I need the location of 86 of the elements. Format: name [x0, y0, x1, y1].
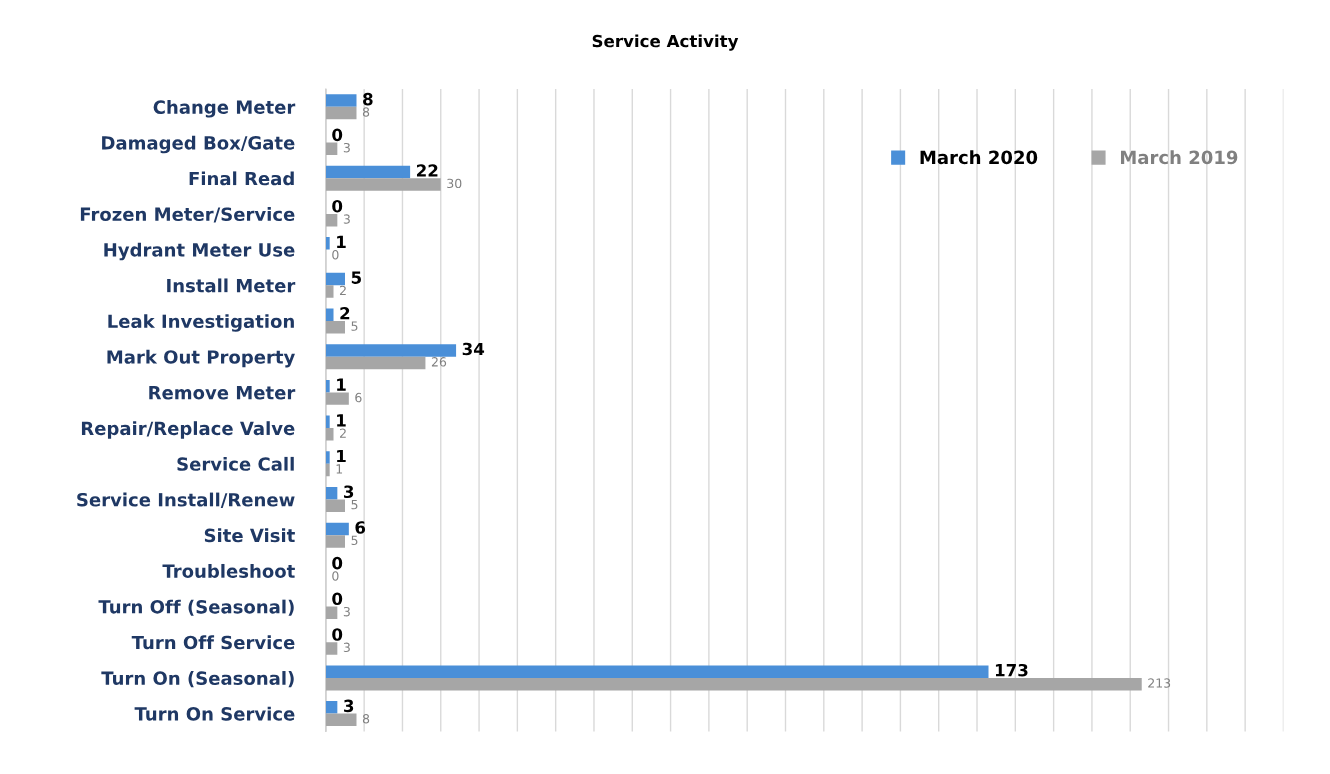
data-label: 1	[337, 449, 346, 463]
data-label: 5	[351, 271, 361, 284]
bar	[325, 392, 349, 405]
data-label: 5	[351, 500, 358, 510]
bar	[325, 94, 357, 107]
bar	[325, 606, 338, 620]
data-label: 0	[332, 128, 343, 142]
legend-label: March 2019	[1120, 150, 1238, 165]
bar	[325, 308, 334, 321]
bar	[325, 272, 345, 286]
y-tick-label: Service Call	[177, 456, 294, 471]
chart-title: Service Activity	[592, 34, 739, 51]
data-label: 3	[344, 485, 354, 499]
bar	[325, 665, 989, 678]
bar	[325, 320, 345, 334]
data-label: 0	[332, 250, 339, 260]
y-tick-label: Leak Investigation	[108, 314, 294, 332]
bar	[325, 713, 357, 727]
y-tick-label: Troubleshoot	[162, 563, 295, 578]
data-label: 8	[362, 107, 370, 117]
bar	[325, 522, 349, 536]
bar	[325, 213, 338, 227]
data-label: 8	[362, 714, 370, 724]
data-label: 6	[355, 521, 366, 534]
data-label: 1	[336, 464, 343, 474]
y-tick-label: Hydrant Meter Use	[104, 242, 295, 261]
data-label: 6	[355, 392, 362, 403]
bar	[325, 106, 357, 120]
y-tick-label: Turn On (Seasonal)	[101, 671, 294, 688]
y-tick-label: Remove Meter	[149, 386, 296, 400]
data-label: 22	[416, 164, 438, 177]
data-label: 3	[343, 606, 350, 617]
data-label: 0	[332, 592, 343, 606]
bar	[325, 451, 330, 464]
data-label: 1	[337, 235, 346, 248]
y-tick-label: Turn Off Service	[131, 635, 295, 650]
y-tick-label: Install Meter	[167, 278, 296, 293]
bar	[325, 165, 411, 179]
y-tick-label: Final Read	[189, 171, 294, 186]
data-label: 1	[337, 414, 346, 427]
data-label: 3	[343, 214, 350, 224]
y-tick-label: Change Meter	[153, 100, 296, 118]
y-tick-label: Site Visit	[204, 528, 295, 543]
data-label: 2	[339, 428, 346, 438]
data-label: 0	[332, 628, 343, 641]
data-label: 3	[344, 699, 354, 713]
data-label: 8	[363, 92, 373, 106]
bar	[325, 499, 345, 512]
data-label: 30	[447, 178, 462, 189]
bar	[325, 285, 334, 298]
bar	[325, 463, 330, 477]
y-tick-label: Frozen Meter/Service	[80, 207, 295, 223]
data-label: 5	[351, 321, 358, 331]
data-label: 5	[351, 535, 358, 546]
data-label: 26	[431, 357, 447, 367]
bar	[325, 237, 330, 250]
data-label: 2	[339, 285, 346, 295]
legend-label: March 2020	[920, 150, 1038, 165]
bar	[325, 415, 330, 429]
data-label: 3	[343, 142, 350, 153]
y-tick-label: Repair/Replace Valve	[81, 421, 295, 439]
y-tick-label: Turn On Service	[134, 706, 295, 721]
data-label: 213	[1148, 678, 1171, 688]
y-tick-label: Service Install/Renew	[77, 492, 295, 508]
data-label: 1	[337, 378, 346, 391]
data-label: 173	[995, 663, 1028, 677]
y-tick-label: Turn Off (Seasonal)	[98, 599, 294, 616]
data-label: 0	[332, 571, 339, 581]
data-label: 0	[332, 199, 343, 213]
data-label: 3	[343, 642, 350, 653]
bar	[325, 642, 338, 655]
bar	[325, 701, 338, 714]
y-tick-label: Mark Out Property	[107, 349, 295, 368]
bar	[325, 535, 345, 548]
bar	[325, 178, 441, 191]
y-tick-label: Damaged Box/Gate	[102, 135, 295, 154]
data-label: 2	[340, 306, 350, 320]
bar	[325, 486, 338, 500]
bar	[325, 677, 1142, 691]
bar	[325, 356, 426, 370]
data-label: 34	[462, 342, 485, 356]
bar	[325, 428, 334, 441]
bar	[325, 379, 330, 393]
bar	[325, 142, 338, 156]
bar	[325, 344, 457, 357]
data-label: 0	[332, 556, 343, 570]
